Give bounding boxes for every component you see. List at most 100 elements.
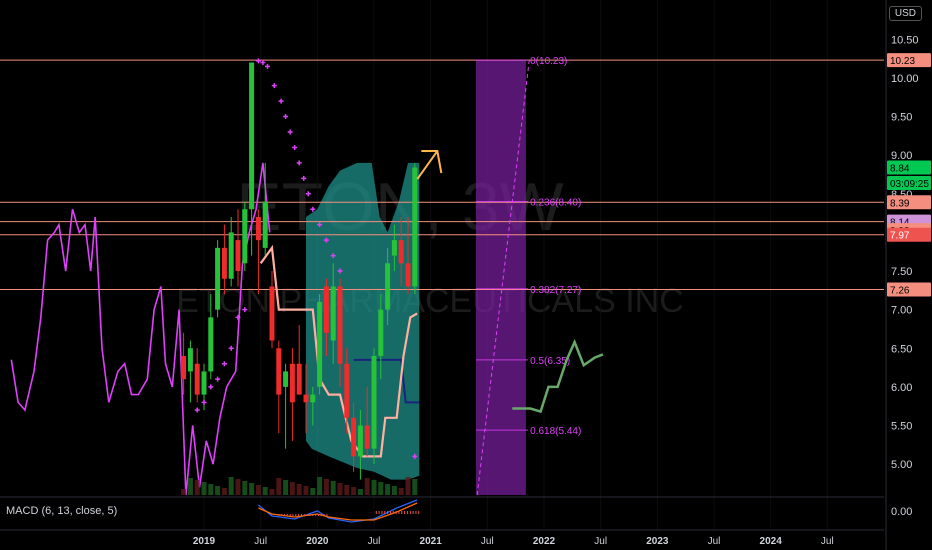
oscillator-line — [10, 162, 271, 496]
candle-body — [194, 363, 200, 395]
candle-body — [262, 201, 268, 248]
price-tick: 6.50 — [891, 343, 912, 355]
candle-body — [283, 371, 289, 387]
volume-bar — [405, 477, 411, 495]
candle-body — [323, 286, 329, 333]
sar-cross — [194, 407, 200, 413]
candle-body — [228, 232, 234, 279]
macd-indicator-label[interactable]: MACD (6, 13, close, 5) — [6, 505, 118, 517]
fib-label: 0(10.23) — [530, 56, 567, 67]
volume-bar — [323, 479, 329, 495]
candle-body — [303, 394, 309, 403]
candle-body — [330, 286, 336, 341]
horizontal-levels — [0, 59, 884, 291]
price-tag-box — [887, 282, 931, 297]
time-tick: 2020 — [306, 536, 329, 547]
price-tag-box — [887, 195, 931, 210]
cloud-area — [306, 162, 420, 480]
fib-label: 0.618(5.44) — [530, 426, 581, 437]
volume-bar — [181, 489, 187, 495]
volume-bar — [296, 484, 302, 495]
signal-line — [258, 502, 418, 521]
price-tick: 7.00 — [891, 305, 912, 317]
volume-bar — [201, 482, 207, 495]
sar-cross — [330, 253, 336, 259]
volume-bar — [337, 483, 343, 495]
price-tag-box — [887, 175, 931, 190]
sar-cross — [292, 144, 298, 150]
volume-bar — [310, 488, 316, 495]
time-axis[interactable]: 2019 Jul 2020 Jul 2021 Jul 2022 Jul 2023 Jul 2024 J… — [0, 529, 884, 547]
sar-cross — [201, 399, 207, 405]
candle-body — [187, 348, 193, 372]
price-tag-label: 7.97 — [890, 231, 910, 242]
candle-body — [351, 417, 357, 457]
candle-body — [201, 371, 207, 395]
volume-bar — [371, 480, 377, 495]
candle-body — [317, 301, 323, 387]
price-tick: 6.00 — [891, 382, 912, 394]
candle-body — [310, 394, 316, 403]
time-tick: 2021 — [420, 536, 443, 547]
candle-body — [242, 209, 248, 264]
breakout-arrow — [416, 150, 443, 180]
price-tick: 5.50 — [891, 420, 912, 432]
oscillator-path — [10, 162, 271, 496]
candle-body — [385, 263, 391, 310]
fib-label: 0.236(8.40) — [530, 198, 581, 209]
candle-body — [221, 247, 227, 279]
candle-body — [276, 348, 282, 395]
time-tick: Jul — [368, 536, 381, 547]
price-tag-label: 03:09:25 — [890, 179, 929, 190]
sar-cross — [242, 307, 248, 313]
candles — [181, 62, 418, 480]
projection-path — [512, 338, 604, 414]
candle-body — [412, 167, 418, 287]
candle-body — [235, 240, 241, 272]
price-axis[interactable]: 10.5010.009.509.008.507.507.006.506.005.… — [885, 0, 919, 550]
price-tag-label: 8.84 — [890, 164, 910, 175]
volume-bar — [289, 482, 295, 495]
sar-cross — [260, 59, 266, 65]
volume-bar — [330, 481, 336, 495]
sar-cross — [317, 222, 323, 228]
price-tag-label: 8.39 — [890, 198, 910, 209]
kijun-line — [353, 358, 420, 404]
sar-cross — [283, 114, 289, 120]
price-tag-box — [887, 160, 931, 175]
price-tag-box — [887, 53, 931, 68]
volume-bar — [242, 481, 248, 495]
sar-cross — [278, 98, 284, 104]
time-tick: Jul — [708, 536, 721, 547]
volume-bar — [215, 486, 221, 495]
sar-cross — [337, 268, 343, 274]
sar-cross — [301, 175, 307, 181]
price-tag-label: 7.26 — [890, 286, 910, 297]
volume-bar — [385, 484, 391, 495]
time-tick: 2023 — [646, 536, 669, 547]
volume-bar — [194, 480, 200, 495]
volume-bar — [391, 486, 397, 495]
volume-bar — [357, 489, 363, 495]
price-tick: 7.50 — [891, 266, 912, 278]
sar-cross — [221, 361, 227, 367]
candle-body — [215, 247, 221, 310]
volume-bar — [303, 486, 309, 495]
currency-button[interactable]: USD — [888, 6, 922, 21]
sar-cross — [228, 345, 234, 351]
sar-cross — [296, 160, 302, 166]
fib-trendline — [476, 60, 530, 496]
macd-tick: 0.00 — [891, 506, 912, 518]
volume-bar — [364, 478, 370, 495]
volume-bar — [228, 477, 234, 495]
watermark-company: ETON PHARMACEUTICALS INC — [176, 282, 684, 320]
sar-cross — [287, 129, 293, 135]
sar-cross — [264, 63, 270, 69]
volume-bar — [235, 479, 241, 495]
candle-body — [289, 363, 295, 403]
candle-body — [398, 240, 404, 264]
candle-body — [255, 216, 261, 241]
price-tag-label: 10.23 — [890, 56, 915, 67]
